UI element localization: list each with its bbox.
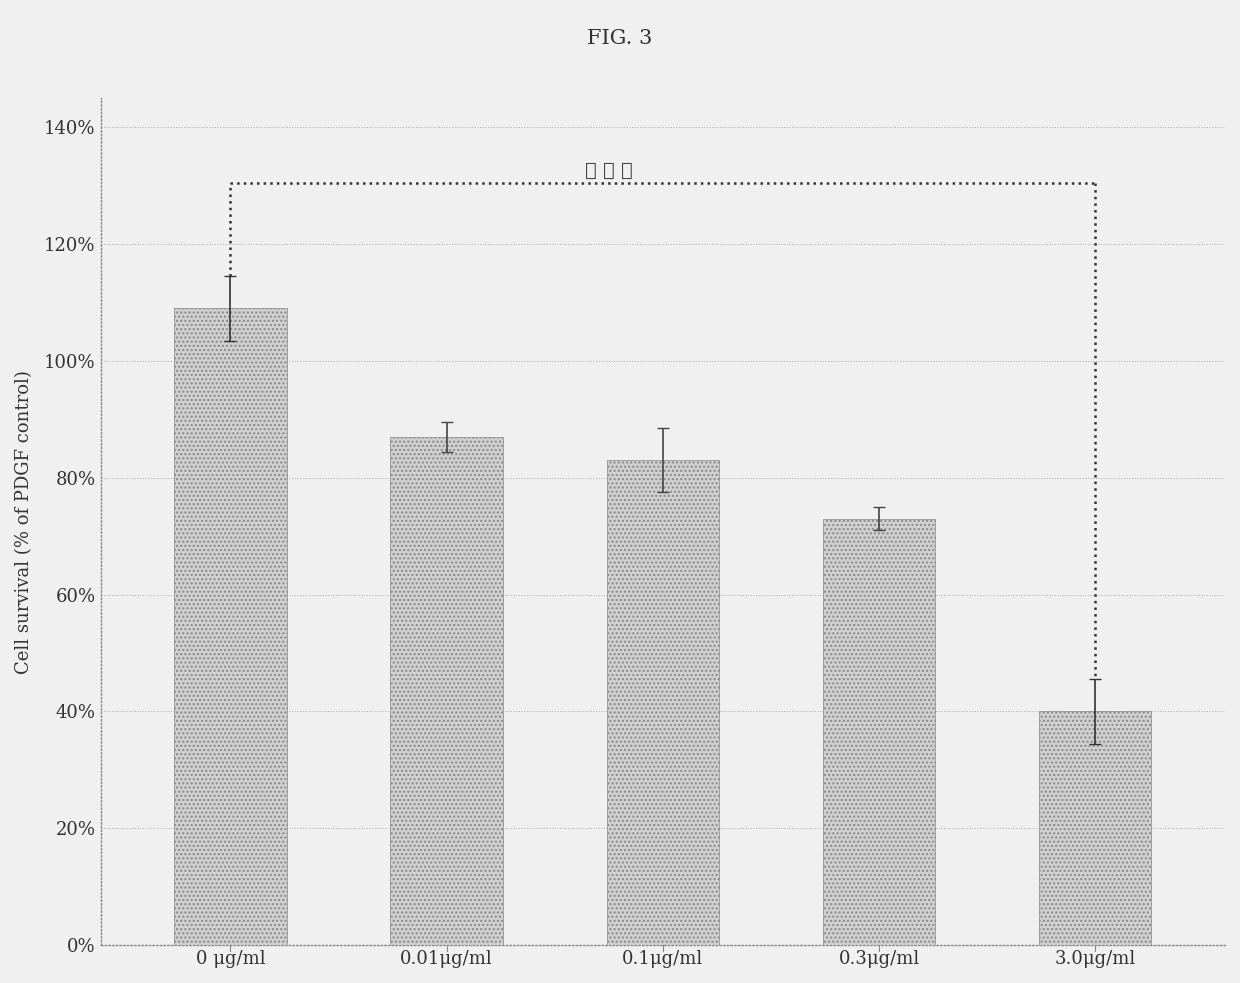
Text: FIG. 3: FIG. 3 (588, 29, 652, 48)
Text: ✱ ✱ ✱: ✱ ✱ ✱ (585, 162, 632, 180)
Bar (823, 519, 935, 945)
Y-axis label: Cell survival (% of PDGF control): Cell survival (% of PDGF control) (15, 370, 33, 673)
Bar (391, 437, 502, 945)
Bar (174, 309, 286, 945)
Bar (1039, 712, 1152, 945)
Bar (606, 460, 719, 945)
